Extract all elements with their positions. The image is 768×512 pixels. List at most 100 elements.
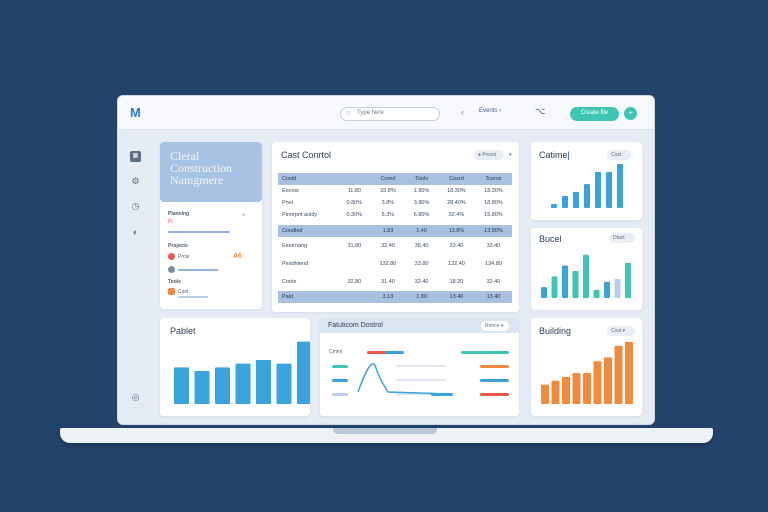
chart-bar	[572, 372, 581, 404]
progress-line	[168, 231, 230, 233]
chart-bar	[551, 204, 557, 208]
chart-bar	[562, 196, 568, 208]
table-header: Costd Cored Tools Cosrd Tceros	[278, 173, 512, 185]
range-bar	[367, 351, 404, 354]
card-title: Building	[539, 326, 572, 336]
parties-card: Pablet	[160, 318, 310, 416]
range-bar	[396, 393, 446, 395]
search-input[interactable]: ○ Type here	[340, 107, 440, 121]
period-dropdown[interactable]: Cost ▾	[607, 326, 635, 336]
back-arrow-icon[interactable]: ‹	[461, 107, 464, 117]
card-title: Fatuticom Dostrol	[328, 322, 383, 329]
list-item-label: Planning	[168, 211, 190, 217]
budget-chart	[541, 254, 631, 298]
table-cell: 11.80	[347, 188, 361, 194]
chart-bar	[617, 164, 623, 208]
hero-title: Cleral Construction Namgmere	[160, 142, 262, 202]
parties-chart	[174, 341, 310, 404]
table-row: Eocost 11.80 33.8% 1.90% 18.30% 18.30%	[278, 185, 512, 197]
trend-line	[357, 363, 451, 395]
chart-bar	[551, 380, 560, 404]
progress-line	[178, 296, 208, 298]
search-placeholder: Type here	[357, 110, 384, 116]
list-item-sub: Pl.	[168, 219, 174, 225]
period-dropdown[interactable]: Ronce ▾	[481, 321, 509, 331]
table-cell: 33.80	[414, 261, 429, 267]
tools-icon[interactable]: ⚙	[131, 176, 140, 186]
table-cell: 1.80	[405, 291, 438, 303]
chevron-icon[interactable]: ◂	[242, 212, 245, 218]
range-bar	[480, 393, 509, 396]
cashflow-chart	[551, 164, 623, 208]
range-bar	[396, 379, 446, 381]
cashflow-card: Catime| Cost	[531, 142, 642, 220]
table-cell: 32.40	[381, 243, 395, 249]
range-bar	[461, 351, 509, 354]
table-cell: 32.40	[486, 279, 501, 285]
table-cell: 0.80%	[346, 200, 363, 206]
chart-bar	[606, 172, 612, 208]
budget-card: Bucel Dtact	[531, 228, 642, 310]
table-cell: 18.20	[449, 279, 464, 285]
chart-bar	[625, 341, 633, 404]
table-cell: 3.80%	[413, 200, 430, 206]
chart-bar	[235, 363, 251, 404]
chevron-down-icon[interactable]: ▾	[509, 152, 512, 158]
table-cell: 18.30%	[484, 188, 503, 194]
app-logo[interactable]: M	[130, 105, 141, 120]
range-bar	[332, 365, 348, 368]
range-bar	[332, 393, 348, 396]
chart-bar	[541, 384, 549, 404]
card-title: Catime|	[539, 150, 570, 160]
table-cell: Conts	[282, 279, 297, 285]
table-cell: 32.80	[347, 279, 362, 285]
table-cell: 13.40	[474, 291, 512, 303]
chart-bar	[595, 172, 601, 208]
chart-bar	[541, 287, 547, 298]
calendar-icon[interactable]: ▦	[130, 151, 141, 162]
help-icon[interactable]: ◎	[131, 392, 140, 402]
table-cell: Paid	[278, 291, 338, 303]
table-cell: 28.40%	[447, 200, 466, 206]
range-bar	[396, 365, 446, 367]
period-dropdown[interactable]: ● Pnces	[474, 150, 504, 160]
period-dropdown[interactable]: Dtact	[609, 233, 635, 243]
table-cell: 1.40	[405, 225, 438, 237]
table-row: Conts 32.80 31.40 32.40 18.20 32.40	[278, 273, 512, 291]
table-cell: Cosrd	[437, 173, 475, 185]
chart-bar	[625, 262, 631, 298]
events-label: Events	[479, 108, 498, 114]
settings-icon[interactable]: ◐	[132, 227, 139, 237]
period-dropdown[interactable]: Cost	[607, 150, 631, 160]
clock-icon[interactable]: ◷	[131, 201, 140, 211]
list-item-label: Projects	[168, 243, 188, 249]
table-cell	[337, 225, 371, 237]
range-bar	[480, 365, 509, 368]
table-cell: 13.40	[437, 291, 475, 303]
create-button[interactable]: Create file	[570, 107, 619, 121]
events-menu-item[interactable]: Events ›	[479, 108, 502, 114]
function-control-card: Fatuticom Dostrol Ronce ▾ Cmml	[320, 318, 519, 416]
cost-table: Costd Cored Tools Cosrd Tceros Eocost 11.80 33…	[278, 173, 512, 303]
logo-text: M	[130, 105, 141, 120]
table-cell: Tceros	[474, 173, 512, 185]
table-cell: 31.40	[381, 279, 395, 285]
table-cell: 132.40	[448, 261, 465, 267]
chart-bar	[593, 361, 602, 404]
project-panel: Cleral Construction Namgmere Planning Pl…	[160, 142, 262, 309]
add-button[interactable]: +	[624, 107, 637, 120]
table-cell: 132.80	[379, 261, 397, 267]
filter-icon[interactable]: ⌥	[535, 106, 546, 116]
chart-bar	[573, 192, 579, 208]
table-cell: 32.4%	[448, 212, 465, 218]
table-cell: 15.80%	[484, 212, 503, 218]
chart-bar	[614, 345, 623, 404]
card-title: Cast Conrtol	[281, 150, 332, 160]
chart-bar	[583, 254, 589, 298]
dropdown-label: Pnces	[482, 152, 497, 158]
table-cell	[338, 255, 371, 273]
table-cell: Eeelrnang	[282, 243, 308, 249]
table-cell: 13.8%	[437, 225, 475, 237]
search-icon: ○	[346, 110, 351, 117]
chart-bar	[174, 367, 189, 404]
